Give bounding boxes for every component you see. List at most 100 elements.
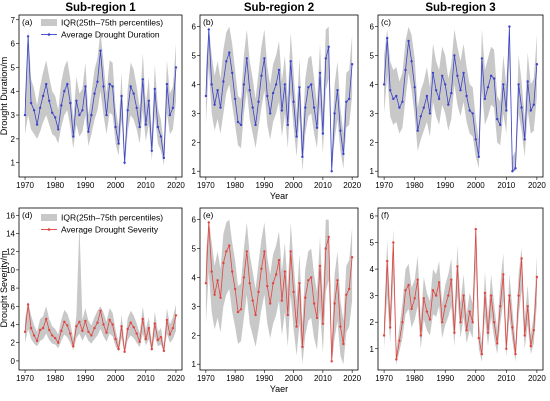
data-point <box>333 302 336 305</box>
data-point <box>505 109 508 112</box>
x-tick-label: 2000 <box>285 181 303 190</box>
x-tick-label: 1990 <box>255 181 273 190</box>
y-tick-label: 4 <box>370 80 375 89</box>
data-point <box>298 282 301 285</box>
data-point <box>96 80 99 83</box>
data-point <box>162 156 166 160</box>
data-point <box>301 155 304 158</box>
data-point <box>277 68 281 72</box>
data-point <box>144 337 147 341</box>
iqr-band <box>25 224 176 354</box>
data-point <box>35 339 39 343</box>
data-point <box>153 322 156 325</box>
data-point <box>231 270 234 273</box>
panel-label: (a) <box>22 17 33 27</box>
data-point <box>410 60 413 63</box>
data-point <box>120 94 123 98</box>
data-point <box>535 275 539 279</box>
data-point <box>526 80 529 83</box>
data-point <box>535 62 539 66</box>
data-point <box>245 57 248 60</box>
data-point <box>204 282 208 285</box>
legend-label: Average Drought Duration <box>61 30 160 40</box>
data-point <box>462 71 465 75</box>
y-tick-label: 6 <box>192 23 197 32</box>
y-tick-label: 5 <box>370 239 375 248</box>
data-point <box>260 267 263 270</box>
data-point <box>382 334 386 337</box>
data-point <box>132 92 135 95</box>
iqr-band <box>25 29 176 168</box>
data-point <box>511 326 514 329</box>
data-point <box>45 317 48 321</box>
x-tick-label: 2020 <box>343 374 361 383</box>
data-point <box>289 250 292 253</box>
data-point <box>526 305 529 308</box>
data-point <box>413 86 416 89</box>
data-point <box>428 318 432 321</box>
data-point <box>274 83 278 86</box>
data-point <box>254 123 257 127</box>
y-tick-label: 1 <box>11 159 16 168</box>
data-point <box>48 99 51 103</box>
plot-frame <box>377 207 544 371</box>
data-point <box>228 51 231 54</box>
data-point <box>141 78 144 81</box>
data-point <box>114 125 117 129</box>
x-tick-label: 2000 <box>467 181 485 190</box>
data-point <box>419 334 422 337</box>
data-point <box>459 89 462 92</box>
data-point <box>63 90 66 93</box>
data-point <box>254 313 257 317</box>
data-point <box>474 138 477 141</box>
data-point <box>327 235 330 239</box>
data-point <box>447 103 450 106</box>
data-point <box>398 106 401 109</box>
panel-c: 1970 1980 1990 2000 2010 2020 1 2 3 4 5 6 (c) Sub-reg… <box>370 2 547 190</box>
plot-frame <box>199 14 359 178</box>
x-tick-label: 1970 <box>375 374 393 383</box>
data-point <box>508 25 511 28</box>
data-point <box>236 120 240 124</box>
data-point <box>51 334 54 337</box>
data-point <box>336 279 339 282</box>
y-tick-label: 2 <box>11 135 16 144</box>
data-point <box>41 326 45 330</box>
data-point <box>480 352 484 356</box>
data-point <box>416 278 419 281</box>
x-tick-label: 1980 <box>406 181 424 190</box>
data-point <box>523 138 526 141</box>
data-point <box>239 123 243 127</box>
data-point <box>505 347 508 350</box>
legend-swatch-marker <box>47 33 51 36</box>
data-point <box>271 282 275 285</box>
data-point <box>410 307 413 311</box>
data-point <box>339 129 342 132</box>
y-tick-label: 4 <box>11 87 16 96</box>
y-tick-label: 6 <box>192 216 197 225</box>
data-point <box>532 329 535 332</box>
y-tick-label: 0 <box>11 357 16 366</box>
data-point <box>499 123 502 127</box>
data-point <box>57 341 60 344</box>
y-tick-label: 3 <box>192 302 197 311</box>
data-point <box>318 264 322 268</box>
data-point <box>517 294 520 297</box>
data-point <box>283 83 287 86</box>
data-point <box>425 310 429 313</box>
y-tick-label: 14 <box>6 229 15 238</box>
x-tick-label: 1980 <box>46 374 64 383</box>
data-point <box>404 68 407 72</box>
legend-swatch-iqr <box>41 19 57 26</box>
data-point <box>382 83 386 86</box>
data-point <box>444 83 447 86</box>
data-point <box>159 336 163 339</box>
data-point <box>222 80 225 83</box>
data-point <box>242 83 246 86</box>
data-point <box>292 100 295 104</box>
data-point <box>168 113 172 117</box>
data-point <box>111 85 114 88</box>
panel-label: (b) <box>203 17 214 27</box>
data-point <box>477 155 480 158</box>
data-point <box>75 325 78 328</box>
